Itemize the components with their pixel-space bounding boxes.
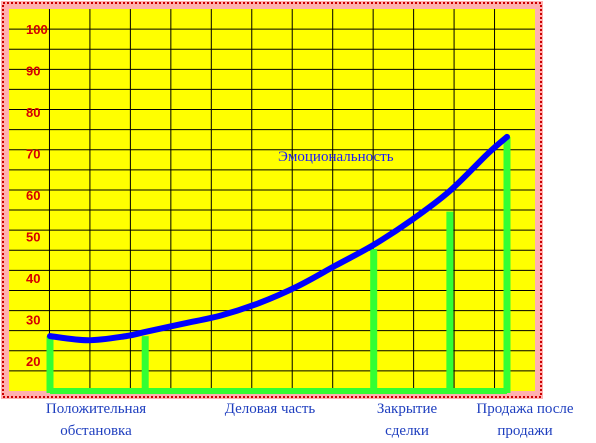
x-label-business-part: Деловая часть xyxy=(205,398,335,420)
x-label-post-sale-line2: продажи xyxy=(497,423,553,439)
x-label-positive-setting: Положительная обстановка xyxy=(26,398,166,442)
chart-frame-dots xyxy=(2,2,542,398)
x-label-deal-closing-line1: Закрытие xyxy=(376,401,438,417)
x-label-positive-setting-line1: Положительная xyxy=(45,401,147,417)
y-tick-label: 80 xyxy=(26,105,40,120)
y-axis-ticks: 100 90 80 70 60 50 40 30 20 xyxy=(26,22,48,369)
emotion-curve-group xyxy=(47,133,510,344)
y-tick-label: 50 xyxy=(26,230,40,245)
y-tick-label: 90 xyxy=(26,64,40,79)
y-tick-label: 30 xyxy=(26,313,40,328)
x-label-business-part-line1: Деловая часть xyxy=(224,401,316,417)
x-label-post-sale-line1: Продажа после xyxy=(476,401,574,417)
y-tick-label: 40 xyxy=(26,271,40,286)
y-tick-label: 100 xyxy=(26,22,48,37)
y-tick-label: 70 xyxy=(26,147,40,162)
chart-plot-area xyxy=(9,9,535,391)
curve-annotation: Эмоциональность xyxy=(278,149,394,165)
stage-markers xyxy=(46,136,511,394)
x-label-positive-setting-line2: обстановка xyxy=(60,423,132,439)
x-label-deal-closing-line2: сделки xyxy=(385,423,429,439)
emotion-curve xyxy=(47,133,510,344)
y-tick-label: 60 xyxy=(26,188,40,203)
x-label-deal-closing: Закрытие сделки xyxy=(364,398,450,442)
y-tick-label: 20 xyxy=(26,354,40,369)
x-label-post-sale: Продажа после продажи xyxy=(456,398,594,442)
